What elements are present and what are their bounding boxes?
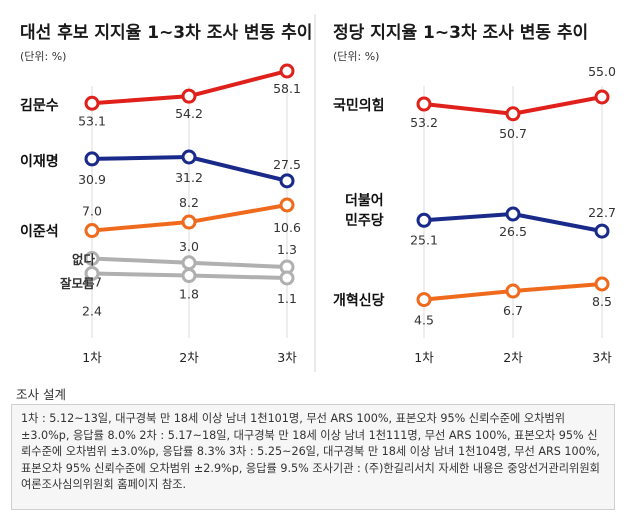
series-name: 김문수	[20, 97, 59, 114]
data-label: 3.0	[179, 239, 199, 254]
data-label: 54.2	[175, 106, 203, 121]
x-tick-label: 3차	[592, 350, 612, 365]
data-point	[84, 251, 100, 266]
data-label: 25.1	[410, 232, 438, 247]
data-label: 50.7	[499, 126, 527, 141]
data-label: 53.2	[410, 115, 438, 130]
unit-label: (단위: %)	[20, 50, 66, 63]
data-point	[505, 106, 521, 122]
series-name: 더불어	[345, 192, 384, 209]
data-point	[594, 276, 610, 292]
data-point	[594, 223, 610, 239]
x-tick-label: 3차	[277, 350, 297, 365]
data-label: 22.7	[588, 205, 616, 220]
data-label: 53.1	[78, 113, 106, 128]
data-label: 2.4	[82, 303, 102, 318]
data-point	[181, 214, 197, 230]
data-label: 30.9	[78, 172, 106, 187]
data-label: 1.8	[179, 287, 199, 302]
data-label: 7.0	[82, 204, 102, 219]
data-point	[84, 151, 100, 167]
data-label: 58.1	[273, 81, 301, 96]
series-name: 이준석	[20, 223, 59, 240]
chart-title: 정당 지지율 1~3차 조사 변동 추이	[333, 23, 588, 43]
data-point	[279, 173, 295, 189]
data-point	[84, 265, 100, 281]
data-point	[181, 255, 197, 271]
data-label: 6.7	[503, 303, 523, 318]
data-label: 1.3	[277, 242, 297, 257]
data-label: 31.2	[175, 170, 203, 185]
x-tick-label: 1차	[82, 350, 102, 365]
series-name: 잘모름	[60, 276, 95, 291]
unit-label: (단위: %)	[333, 50, 379, 63]
data-point	[84, 223, 100, 239]
data-point	[181, 88, 197, 104]
data-point	[181, 149, 197, 165]
data-label: 8.2	[179, 195, 199, 210]
chart-title: 대선 후보 지지율 1~3차 조사 변동 추이	[20, 22, 312, 43]
data-point	[84, 95, 100, 111]
party-support-panel: 정당 지지율 1~3차 조사 변동 추이 (단위: %) 1차 2차 3차 53.2 50.…	[333, 23, 616, 365]
candidate-support-panel: 대선 후보 지지율 1~3차 조사 변동 추이 (단위: %) 1차 2차 3차 53.1…	[20, 22, 312, 365]
survey-design-box: 1차 : 5.12~13일, 대구경북 만 18세 이상 남녀 1천101명, …	[11, 404, 615, 510]
data-label: 27.5	[273, 157, 301, 172]
series-name: 민주당	[345, 212, 384, 229]
series-name: 개혁신당	[333, 292, 385, 309]
data-label: 8.5	[592, 294, 612, 309]
series-name: 국민의힘	[333, 97, 385, 114]
data-point	[505, 206, 521, 222]
data-point	[416, 292, 432, 308]
data-label: 55.0	[588, 64, 616, 79]
data-label: 4.5	[414, 313, 434, 328]
x-tick-label: 1차	[414, 350, 434, 365]
data-point	[594, 89, 610, 105]
data-label: 26.5	[499, 224, 527, 239]
series-name: 이재명	[20, 153, 59, 170]
survey-design-title: 조사 설계	[16, 387, 66, 402]
x-tick-label: 2차	[179, 350, 199, 365]
data-label: 1.1	[277, 291, 297, 306]
series-name: 없다	[72, 252, 96, 267]
data-point	[279, 270, 295, 286]
chart-canvas: 대선 후보 지지율 1~3차 조사 변동 추이 (단위: %) 1차 2차 3차 53.1…	[20, 14, 616, 372]
data-point	[416, 212, 432, 228]
data-point	[505, 283, 521, 299]
data-point	[279, 63, 295, 79]
data-point	[416, 96, 432, 112]
data-point	[181, 268, 197, 284]
x-tick-label: 2차	[503, 350, 523, 365]
data-label: 10.6	[273, 220, 301, 235]
data-point	[279, 197, 295, 213]
